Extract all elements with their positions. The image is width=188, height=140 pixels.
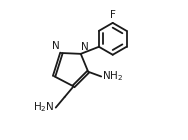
Text: NH$_2$: NH$_2$	[102, 70, 123, 83]
Text: N: N	[81, 42, 89, 52]
Text: N: N	[52, 41, 59, 51]
Text: H$_2$N: H$_2$N	[33, 101, 55, 115]
Text: F: F	[110, 10, 116, 20]
